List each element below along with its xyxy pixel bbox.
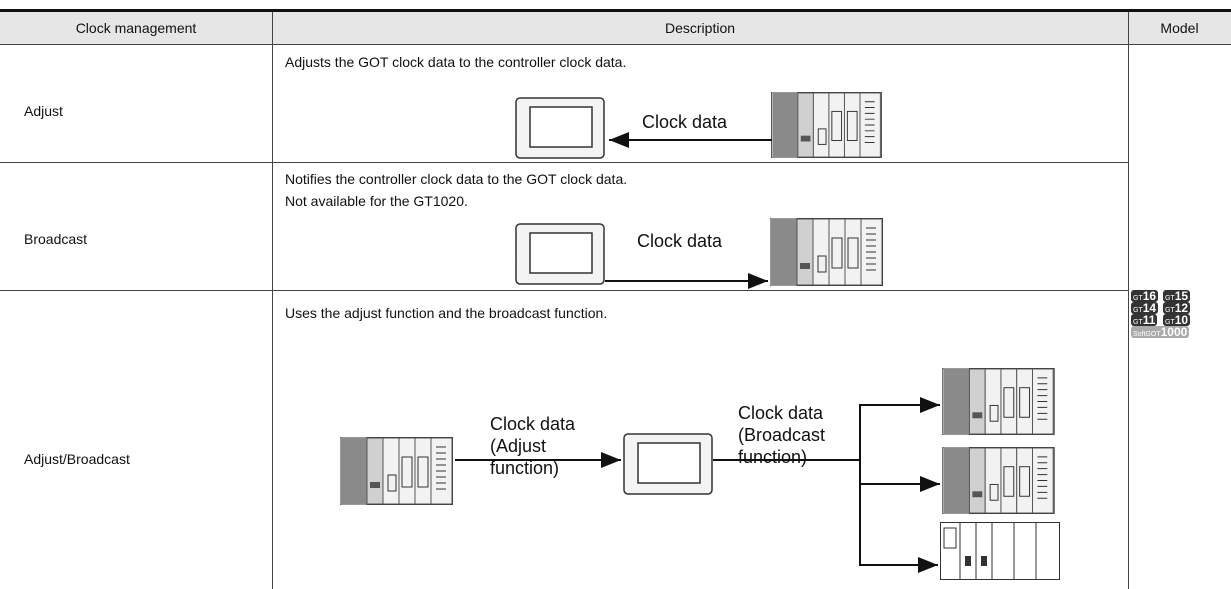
model-badge: GT12 (1163, 301, 1191, 315)
description: Uses the adjust function and the broadca… (285, 305, 608, 321)
row-name: Adjust (24, 103, 63, 119)
row-name: Adjust/Broadcast (24, 451, 130, 467)
description: Notifies the controller clock data to th… (285, 171, 628, 187)
diagram-adjust-broadcast (340, 368, 1060, 580)
description: Not available for the GT1020. (285, 193, 468, 209)
diagram-label: (Adjust (490, 436, 546, 456)
diagram-label: Clock data (738, 403, 824, 423)
row-line (0, 290, 1128, 291)
diagram-label: function) (738, 447, 807, 467)
badge-number: 1000 (1160, 325, 1188, 339)
header: Description (664, 20, 736, 36)
badge-number: 11 (1142, 313, 1156, 327)
badge-prefix: SoftGOT (1133, 331, 1161, 338)
diagram-label: Clock data (490, 414, 576, 434)
row-line (0, 162, 1128, 163)
model-badge: GT14 (1131, 301, 1159, 315)
col-line (272, 12, 273, 589)
model-badge: GT10 (1163, 313, 1191, 327)
diagram-label: (Broadcast (738, 425, 825, 445)
header-bg (0, 12, 1231, 44)
diagram-broadcast (515, 218, 883, 289)
diagram-label: Clock data (637, 231, 723, 251)
model-badge: SoftGOT1000 (1131, 325, 1190, 339)
row-line (0, 44, 1231, 45)
header: Model (1160, 20, 1199, 36)
col-line (1128, 12, 1129, 589)
badge-number: 16 (1142, 289, 1157, 303)
badge-prefix: GT (1133, 319, 1143, 326)
model-badge: GT15 (1163, 289, 1191, 303)
badge-number: 12 (1174, 301, 1189, 315)
model-badge: GT11 (1131, 313, 1158, 327)
top-rule (0, 9, 1231, 12)
badge-prefix: GT (1133, 307, 1143, 314)
diagram-label: function) (490, 458, 559, 478)
badge-prefix: GT (1165, 319, 1175, 326)
header: Clock management (75, 20, 197, 36)
row-name: Broadcast (24, 231, 88, 247)
model-badge: GT16 (1131, 289, 1159, 303)
badge-number: 14 (1142, 301, 1157, 315)
description: Adjusts the GOT clock data to the contro… (285, 54, 627, 70)
badge-number: 10 (1174, 313, 1189, 327)
badge-prefix: GT (1165, 295, 1175, 302)
badge-number: 15 (1174, 289, 1189, 303)
diagram-label: Clock data (642, 112, 728, 132)
badge-prefix: GT (1133, 295, 1143, 302)
model-badges: GT16 GT15 GT14 GT12 GT11 GT10 SoftGOT1000 (1131, 290, 1231, 340)
badge-prefix: GT (1165, 307, 1175, 314)
diagram-adjust (515, 92, 882, 159)
